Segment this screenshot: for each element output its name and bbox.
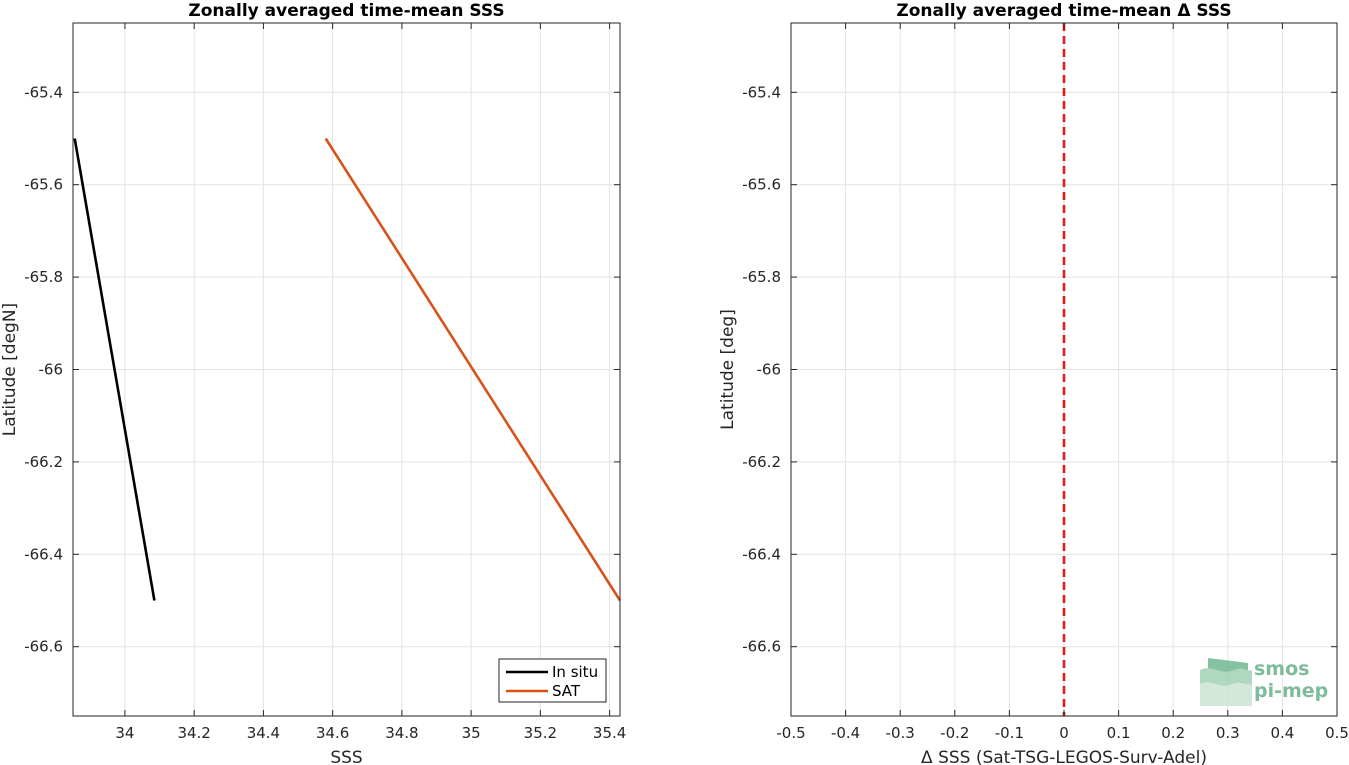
right-x-tick-label: 0.5	[1325, 724, 1349, 742]
left-y-tick-label: -66.6	[24, 638, 63, 656]
right-x-tick-label: 0	[1059, 724, 1069, 742]
left-x-axis-label: SSS	[330, 748, 362, 765]
right-y-tick-label: -65.6	[742, 176, 781, 194]
left-y-tick-label: -66.4	[24, 545, 63, 563]
left-ticks: 34 34.2 34.4 34.6 34.8 35 35.2 35.4 -65.4 -65.6 -6…	[24, 23, 626, 742]
right-panel: -0.5 -0.4 -0.3 -0.2 -0.1 0 0.1 0.2 0.3 0.4 0.5 -65.…	[718, 1, 1349, 765]
legend-label-sat: SAT	[552, 682, 581, 700]
right-x-tick-label: -0.5	[776, 724, 805, 742]
left-grid	[73, 23, 620, 716]
legend: In situ SAT	[498, 658, 607, 703]
left-y-tick-label: -66	[39, 361, 64, 379]
right-y-tick-label: -65.8	[742, 268, 781, 286]
left-y-tick-label: -65.6	[24, 176, 63, 194]
logo-text-pi-mep: pi-mep	[1254, 680, 1328, 702]
left-y-tick-label: -65.8	[24, 268, 63, 286]
left-y-tick-label: -65.4	[24, 83, 63, 101]
smos-pi-mep-logo: smos pi-mep	[1200, 658, 1328, 706]
series-line-sat	[324, 137, 622, 602]
left-x-tick-label: 34.4	[247, 724, 280, 742]
right-x-tick-label: 0.3	[1216, 724, 1240, 742]
left-x-tick-label: 34.2	[177, 724, 210, 742]
right-y-axis-label: Latitude [deg]	[718, 309, 738, 430]
right-y-tick-label: -66.2	[742, 453, 781, 471]
left-panel: 34 34.2 34.4 34.6 34.8 35 35.2 35.4 -65.4 -65.6 -6…	[0, 1, 626, 765]
left-x-tick-label: 35	[462, 724, 481, 742]
right-y-tick-label: -66.6	[742, 638, 781, 656]
right-x-tick-label: 0.4	[1270, 724, 1294, 742]
series-line-in-situ	[73, 138, 156, 601]
right-x-tick-label: -0.2	[940, 724, 969, 742]
right-ticks: -0.5 -0.4 -0.3 -0.2 -0.1 0 0.1 0.2 0.3 0.4 0.5 -65.…	[742, 23, 1349, 742]
right-x-tick-label: -0.4	[831, 724, 860, 742]
left-x-tick-label: 34.8	[385, 724, 418, 742]
legend-box	[498, 658, 607, 703]
right-y-tick-label: -65.4	[742, 83, 781, 101]
right-x-tick-label: -0.1	[995, 724, 1024, 742]
left-y-axis-label: Latitude [degN]	[0, 303, 20, 436]
left-x-tick-label: 35.2	[524, 724, 557, 742]
logo-waves-icon	[1200, 658, 1252, 706]
right-y-tick-label: -66	[757, 361, 782, 379]
left-chart-title: Zonally averaged time-mean SSS	[188, 1, 504, 21]
right-x-axis-label: Δ SSS (Sat-TSG-LEGOS-Surv-Adel)	[921, 748, 1207, 765]
right-chart-title: Zonally averaged time-mean Δ SSS	[896, 1, 1231, 21]
logo-text-smos: smos	[1254, 658, 1309, 680]
left-x-tick-label: 34.6	[316, 724, 349, 742]
legend-label-in-situ: In situ	[552, 663, 598, 681]
right-x-tick-label: -0.3	[886, 724, 915, 742]
left-plot-lines	[73, 137, 622, 602]
left-x-tick-label: 34	[115, 724, 134, 742]
right-y-tick-label: -66.4	[742, 545, 781, 563]
right-x-tick-label: 0.1	[1107, 724, 1131, 742]
right-x-tick-label: 0.2	[1161, 724, 1185, 742]
left-y-tick-label: -66.2	[24, 453, 63, 471]
left-x-tick-label: 35.4	[593, 724, 626, 742]
